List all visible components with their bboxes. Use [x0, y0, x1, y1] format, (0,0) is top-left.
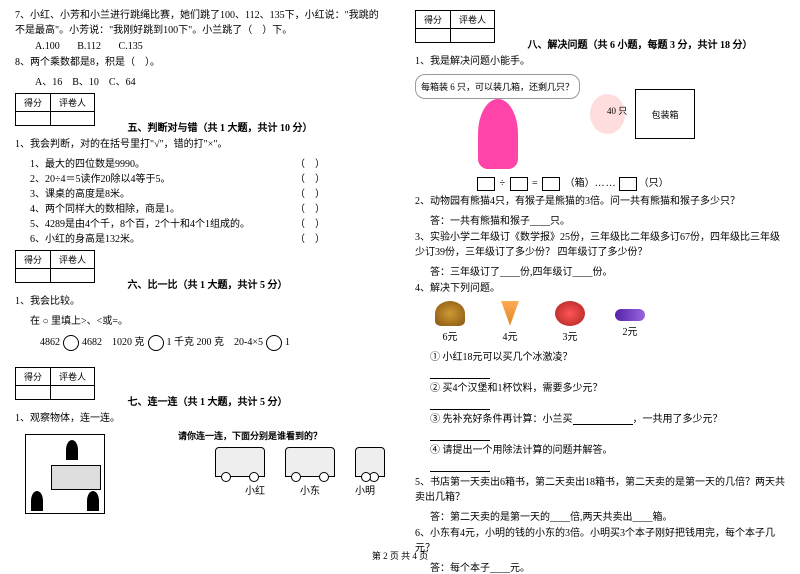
fill-blank[interactable]: [573, 413, 633, 425]
j1: 1、最大的四位数是9990。（ ）: [15, 155, 385, 170]
names-row: 小红 小东 小明: [245, 482, 385, 497]
sub-q2: ② 买4个汉堡和1杯饮料，需要多少元？: [415, 379, 785, 394]
right-column: 得分评卷人 八、解决问题（共 6 小题，每题 3 分，共计 18 分） 1、我是…: [400, 0, 800, 545]
score-box-6: 得分评卷人: [15, 250, 95, 283]
a3: 答：三年级订了____份,四年级订____份。: [415, 263, 785, 278]
score-box-7: 得分评卷人: [15, 367, 95, 400]
speech-bubble: 每箱装 6 只，可以装几箱，还剩几只？: [415, 74, 580, 99]
compare-circle[interactable]: [148, 335, 164, 351]
scene-image: [25, 434, 105, 514]
cmp-row: 48624682 1020 克1 千克 200 克 20-4×51: [15, 333, 385, 351]
cmp-intro: 1、我会比较。: [15, 294, 385, 309]
count-label: 40 只: [607, 104, 627, 117]
p2: 2、动物园有熊猫4只，有猴子是熊猫的3倍。问一共有熊猫和猴子多少只？: [415, 194, 785, 209]
name-3: 小明: [355, 482, 375, 497]
opt-b: B、10: [72, 77, 99, 88]
van-view-2: [285, 447, 335, 477]
van-view-3: [355, 447, 385, 477]
score-box-8: 得分评卷人: [415, 10, 495, 43]
opt-c: C、64: [109, 77, 136, 88]
opt-c: C.135: [119, 41, 143, 52]
food-lollipop: 3元: [555, 301, 585, 343]
p1: 1、我是解决问题小能手。: [415, 54, 785, 69]
link-intro: 1、观察物体，连一连。: [15, 411, 385, 426]
section-8-title: 八、解决问题（共 6 小题，每题 3 分，共计 18 分）: [528, 40, 753, 51]
question-8: 8、两个乘数都是8，积是（ ）。: [15, 55, 385, 70]
opt-a: A、16: [35, 77, 62, 88]
answer-blank[interactable]: [430, 460, 490, 472]
answer-blank[interactable]: [430, 367, 490, 379]
compare-circle[interactable]: [63, 335, 79, 351]
name-1: 小红: [245, 482, 265, 497]
section-6-title: 六、比一比（共 1 大题，共计 5 分）: [128, 280, 288, 291]
food-candy: 2元: [615, 301, 645, 343]
compare-circle[interactable]: [266, 335, 282, 351]
q8-options: A、16 B、10 C、64: [15, 73, 385, 88]
equation-boxes: ÷ = （箱）……（只）: [475, 174, 785, 191]
sub-q1: ① 小红18元可以买几个冰激凌？: [415, 348, 785, 363]
p5: 5、书店第一天卖出6箱书，第二天卖出18箱书，第二天卖的是第一天的几倍？两天共卖…: [415, 475, 785, 505]
food-row: 6元 4元 3元 2元: [435, 301, 765, 343]
p4: 4、解决下列问题。: [415, 281, 785, 296]
grader-label: 评卷人: [51, 94, 95, 112]
page-footer: 第 2 页 共 4 页: [0, 549, 800, 562]
van-row: [215, 447, 385, 477]
left-column: 7、小红、小芳和小兰进行跳绳比赛，她们跳了100、112、135下，小红说："我…: [0, 0, 400, 545]
answer-blank[interactable]: [430, 398, 490, 410]
box-icon: 包装箱: [635, 89, 695, 139]
j3: 3、课桌的高度是8米。（ ）: [15, 185, 385, 200]
answer-blank[interactable]: [430, 429, 490, 441]
opt-b: B.112: [77, 41, 101, 52]
sub-q4: ④ 请提出一个用除法计算的问题并解答。: [415, 441, 785, 456]
judge-intro: 1、我会判断，对的在括号里打"√"，错的打"×"。: [15, 137, 385, 152]
food-burger: 6元: [435, 301, 465, 343]
sub-q3: ③ 先补充好条件再计算：小兰买，一共用了多少元？: [415, 410, 785, 425]
j4: 4、两个同样大的数相除，商是1。（ ）: [15, 200, 385, 215]
score-box-5: 得分评卷人: [15, 93, 95, 126]
cmp-hint: 在 ○ 里填上>、<或=。: [15, 312, 385, 327]
q7-options: A.100 B.112 C.135: [15, 41, 385, 52]
name-2: 小东: [300, 482, 320, 497]
a5: 答：第二天卖的是第一天的____倍,两天共卖出____箱。: [415, 508, 785, 523]
j2: 2、20÷4＝5读作20除以4等于5。（ ）: [15, 170, 385, 185]
score-label: 得分: [16, 94, 51, 112]
p3: 3、实验小学二年级订《数学报》25份，三年级比二年级多订67份，四年级比三年级少…: [415, 230, 785, 260]
van-view-1: [215, 447, 265, 477]
food-icecream: 4元: [495, 301, 525, 343]
a2: 答：一共有熊猫和猴子____只。: [415, 212, 785, 227]
section-5-title: 五、判断对与错（共 1 大题，共计 10 分）: [128, 123, 313, 134]
link-hint: 请你连一连，下面分别是谁看到的？: [115, 429, 385, 442]
j6: 6、小红的身高是132米。（ ）: [15, 230, 385, 245]
section-7-title: 七、连一连（共 1 大题，共计 5 分）: [128, 397, 288, 408]
opt-a: A.100: [35, 41, 60, 52]
question-7: 7、小红、小芳和小兰进行跳绳比赛，她们跳了100、112、135下，小红说："我…: [15, 8, 385, 38]
problem-1-figure: 每箱装 6 只，可以装几箱，还剩几只？ 40 只 包装箱: [415, 74, 785, 169]
girl-icon: [478, 99, 518, 169]
j5: 5、4289是由4个千，8个百，2个十和4个1组成的。（ ）: [15, 215, 385, 230]
